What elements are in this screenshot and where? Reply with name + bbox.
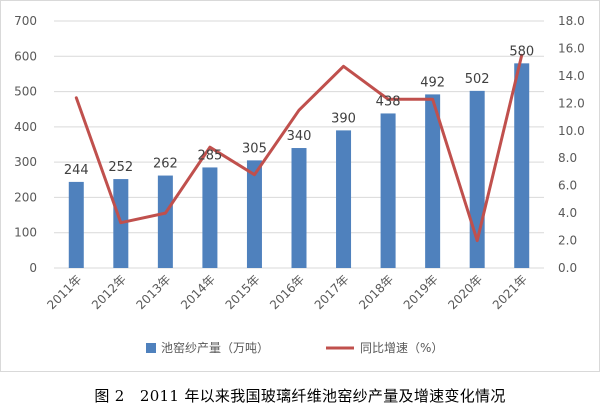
left-axis-tick-label: 400 [14, 120, 37, 134]
growth-rate-line [74, 53, 524, 243]
bar-data-label: 244 [64, 163, 89, 178]
bar-data-label: 262 [153, 157, 178, 172]
data-labels: 244 252 262 285 305 340 390 438 492 502 580 [64, 44, 534, 178]
bar-data-label: 502 [465, 72, 490, 87]
x-axis-tick-label: 2015年 [223, 272, 263, 312]
right-axis-tick-label: 10.0 [558, 124, 585, 138]
legend-line-label: 同比增速（%） [360, 341, 443, 355]
bar-data-label: 252 [108, 160, 133, 175]
right-axis-tick-label: 16.0 [558, 41, 585, 55]
bar-data-label: 492 [420, 75, 445, 90]
left-axis-tick-label: 700 [14, 14, 37, 28]
bar-data-label: 580 [509, 44, 534, 59]
x-axis-tick-label: 2021年 [490, 272, 530, 312]
legend: 池窑纱产量（万吨） 同比增速（%） [146, 340, 443, 355]
x-axis: 2011年 2012年 2013年 2014年 2015年 2016年 2017年 2018年… [44, 272, 529, 312]
right-y-axis: 0.0 2.0 4.0 6.0 8.0 10.0 12.0 14.0 16.0 18.0 [558, 14, 585, 275]
legend-bar-swatch [146, 343, 156, 353]
line-series [74, 53, 524, 243]
right-axis-tick-label: 18.0 [558, 14, 585, 28]
left-axis-tick-label: 300 [14, 155, 37, 169]
bar [246, 160, 262, 268]
figure-caption: 图 2 2011 年以来我国玻璃纤维池窑纱产量及增速变化情况 [94, 387, 506, 405]
x-axis-tick-label: 2020年 [445, 272, 485, 312]
x-axis-tick-label: 2011年 [44, 272, 84, 312]
chart: 244 252 262 285 305 340 390 438 492 502 580 0 100 20… [14, 14, 585, 355]
bar [380, 113, 396, 268]
bar-data-label: 305 [242, 141, 267, 156]
x-axis-tick-label: 2016年 [267, 272, 307, 312]
left-axis-tick-label: 100 [14, 226, 37, 240]
bar [157, 175, 173, 268]
bar [291, 148, 307, 268]
right-axis-tick-label: 6.0 [558, 179, 577, 193]
x-axis-tick-label: 2018年 [356, 272, 396, 312]
left-y-axis: 0 100 200 300 400 500 600 700 [14, 14, 37, 275]
left-axis-tick-label: 0 [29, 261, 37, 275]
bar-series [68, 63, 530, 268]
x-axis-tick-label: 2013年 [134, 272, 174, 312]
x-axis-tick-label: 2012年 [89, 272, 129, 312]
left-axis-tick-label: 600 [14, 49, 37, 63]
right-axis-tick-label: 4.0 [558, 206, 577, 220]
bar-data-label: 390 [331, 111, 356, 126]
x-axis-tick-label: 2014年 [178, 272, 218, 312]
right-axis-tick-label: 0.0 [558, 261, 577, 275]
right-axis-tick-label: 12.0 [558, 96, 585, 110]
bar-data-label: 438 [376, 94, 401, 109]
right-axis-tick-label: 8.0 [558, 151, 577, 165]
bar [68, 181, 84, 268]
bar-data-label: 340 [287, 129, 312, 144]
left-axis-tick-label: 200 [14, 190, 37, 204]
legend-bar-label: 池窑纱产量（万吨） [161, 340, 269, 355]
bar [336, 130, 352, 268]
bar [425, 94, 441, 268]
chart-frame: 244 252 262 285 305 340 390 438 492 502 580 0 100 20… [0, 0, 600, 372]
right-axis-tick-label: 14.0 [558, 69, 585, 83]
x-axis-tick-label: 2019年 [401, 272, 441, 312]
x-axis-tick-label: 2017年 [312, 272, 352, 312]
left-axis-tick-label: 500 [14, 85, 37, 99]
bar [514, 63, 530, 268]
right-axis-tick-label: 2.0 [558, 234, 577, 248]
bar-data-label: 285 [197, 148, 222, 163]
bar [202, 167, 218, 268]
